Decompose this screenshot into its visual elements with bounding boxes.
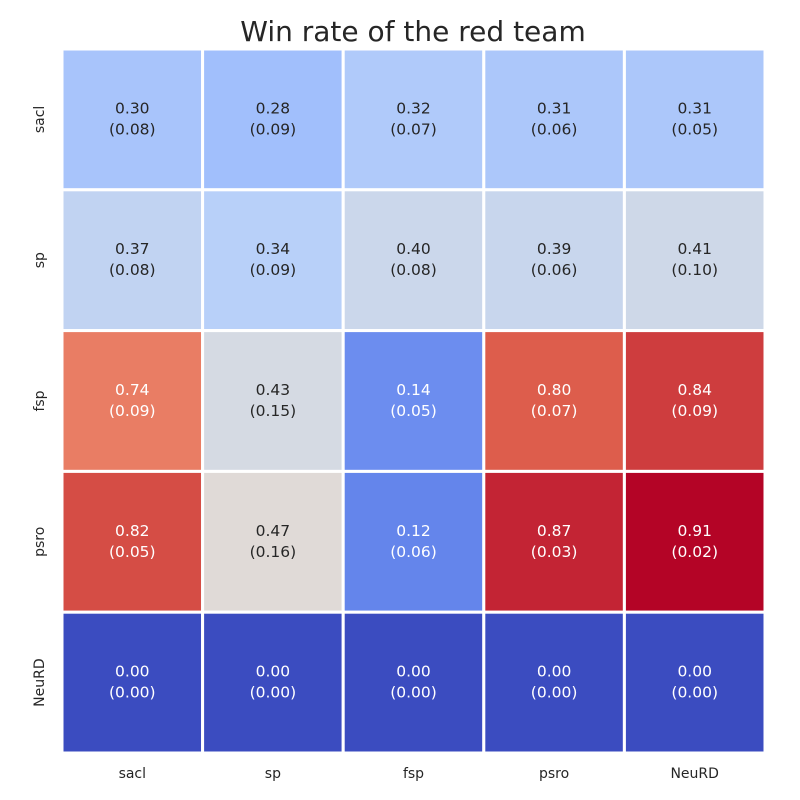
- cell-std-label: (0.10): [671, 261, 718, 279]
- cell-std-label: (0.06): [531, 261, 578, 279]
- cell-std-label: (0.03): [531, 543, 578, 561]
- cell-std-label: (0.06): [390, 543, 437, 561]
- x-tick-label-fsp: fsp: [403, 766, 424, 782]
- cell-value-label: 0.37: [115, 240, 150, 258]
- heatmap-cell-psro-psro: [482, 469, 626, 614]
- heatmap-cells: 0.30 (0.08) 0.28 (0.09) 0.32 (0.07) 0.31 (0.06)…: [60, 47, 767, 755]
- heatmap-cell-sacl-NeuRD: [622, 47, 767, 192]
- cell-std-label: (0.16): [250, 543, 297, 561]
- cell-value-label: 0.30: [115, 99, 150, 117]
- cell-std-label: (0.15): [250, 402, 297, 420]
- heatmap-cell-sacl-psro: [482, 47, 626, 192]
- cell-value-label: 0.00: [677, 663, 712, 681]
- heatmap-cell-sp-NeuRD: [622, 188, 767, 333]
- heatmap-cell-fsp-fsp: [341, 329, 486, 473]
- cell-std-label: (0.06): [531, 120, 578, 138]
- cell-value-label: 0.31: [537, 99, 572, 117]
- cell-value-label: 0.00: [396, 663, 431, 681]
- cell-value-label: 0.41: [677, 240, 712, 258]
- x-tick-label-psro: psro: [539, 766, 569, 782]
- cell-value-label: 0.14: [396, 381, 431, 399]
- cell-value-label: 0.43: [256, 381, 291, 399]
- chart-title: Win rate of the red team: [240, 15, 585, 48]
- cell-std-label: (0.05): [390, 402, 437, 420]
- x-tick-label-sp: sp: [265, 766, 281, 782]
- heatmap-cell-fsp-psro: [482, 329, 626, 473]
- cell-value-label: 0.32: [396, 99, 431, 117]
- heatmap-cell-sacl-sp: [201, 47, 345, 192]
- heatmap-cell-fsp-sacl: [60, 329, 205, 473]
- heatmap-cell-NeuRD-NeuRD: [622, 610, 767, 755]
- heatmap-cell-sp-fsp: [341, 188, 486, 333]
- cell-std-label: (0.02): [671, 543, 718, 561]
- heatmap-cell-NeuRD-sp: [201, 610, 345, 755]
- heatmap-cell-sacl-fsp: [341, 47, 486, 192]
- cell-std-label: (0.07): [390, 120, 437, 138]
- cell-value-label: 0.00: [256, 663, 291, 681]
- y-tick-label-NeuRD: NeuRD: [32, 658, 48, 706]
- heatmap-cell-sacl-sacl: [60, 47, 205, 192]
- cell-std-label: (0.09): [250, 120, 297, 138]
- heatmap-cell-fsp-sp: [201, 329, 345, 473]
- heatmap-cell-NeuRD-fsp: [341, 610, 486, 755]
- x-tick-label-sacl: sacl: [119, 766, 146, 782]
- cell-value-label: 0.40: [396, 240, 431, 258]
- cell-std-label: (0.00): [250, 684, 297, 702]
- cell-value-label: 0.47: [256, 522, 291, 540]
- cell-value-label: 0.00: [537, 663, 572, 681]
- cell-value-label: 0.82: [115, 522, 150, 540]
- y-tick-label-sp: sp: [32, 252, 48, 268]
- heatmap-cell-fsp-NeuRD: [622, 329, 767, 473]
- cell-std-label: (0.09): [109, 402, 156, 420]
- heatmap-cell-sp-sacl: [60, 188, 205, 333]
- cell-std-label: (0.09): [671, 402, 718, 420]
- y-tick-label-psro: psro: [32, 527, 48, 557]
- cell-std-label: (0.00): [109, 684, 156, 702]
- heatmap-cell-sp-psro: [482, 188, 626, 333]
- heatmap-cell-psro-fsp: [341, 469, 486, 614]
- cell-std-label: (0.05): [671, 120, 718, 138]
- cell-value-label: 0.80: [537, 381, 572, 399]
- y-tick-label-fsp: fsp: [32, 390, 48, 411]
- heatmap-cell-NeuRD-sacl: [60, 610, 205, 755]
- cell-std-label: (0.08): [390, 261, 437, 279]
- cell-value-label: 0.28: [256, 99, 291, 117]
- cell-std-label: (0.05): [109, 543, 156, 561]
- cell-value-label: 0.91: [677, 522, 712, 540]
- cell-value-label: 0.74: [115, 381, 150, 399]
- x-tick-labels: sacl sp fsp psro NeuRD: [119, 766, 719, 782]
- cell-value-label: 0.31: [677, 99, 712, 117]
- cell-std-label: (0.00): [390, 684, 437, 702]
- cell-value-label: 0.84: [677, 381, 712, 399]
- cell-value-label: 0.00: [115, 663, 150, 681]
- y-tick-label-sacl: sacl: [32, 106, 48, 133]
- heatmap-cell-psro-NeuRD: [622, 469, 767, 614]
- cell-std-label: (0.08): [109, 261, 156, 279]
- cell-std-label: (0.08): [109, 120, 156, 138]
- x-tick-label-NeuRD: NeuRD: [670, 766, 718, 782]
- cell-value-label: 0.87: [537, 522, 572, 540]
- y-tick-labels: sacl sp fsp psro NeuRD: [32, 106, 48, 707]
- cell-value-label: 0.34: [256, 240, 291, 258]
- cell-std-label: (0.09): [250, 261, 297, 279]
- cell-std-label: (0.07): [531, 402, 578, 420]
- cell-std-label: (0.00): [671, 684, 718, 702]
- cell-value-label: 0.12: [396, 522, 431, 540]
- heatmap-cell-psro-sp: [201, 469, 345, 614]
- cell-value-label: 0.39: [537, 240, 572, 258]
- heatmap-cell-NeuRD-psro: [482, 610, 626, 755]
- heatmap-cell-psro-sacl: [60, 469, 205, 614]
- heatmap-cell-sp-sp: [201, 188, 345, 333]
- cell-std-label: (0.00): [531, 684, 578, 702]
